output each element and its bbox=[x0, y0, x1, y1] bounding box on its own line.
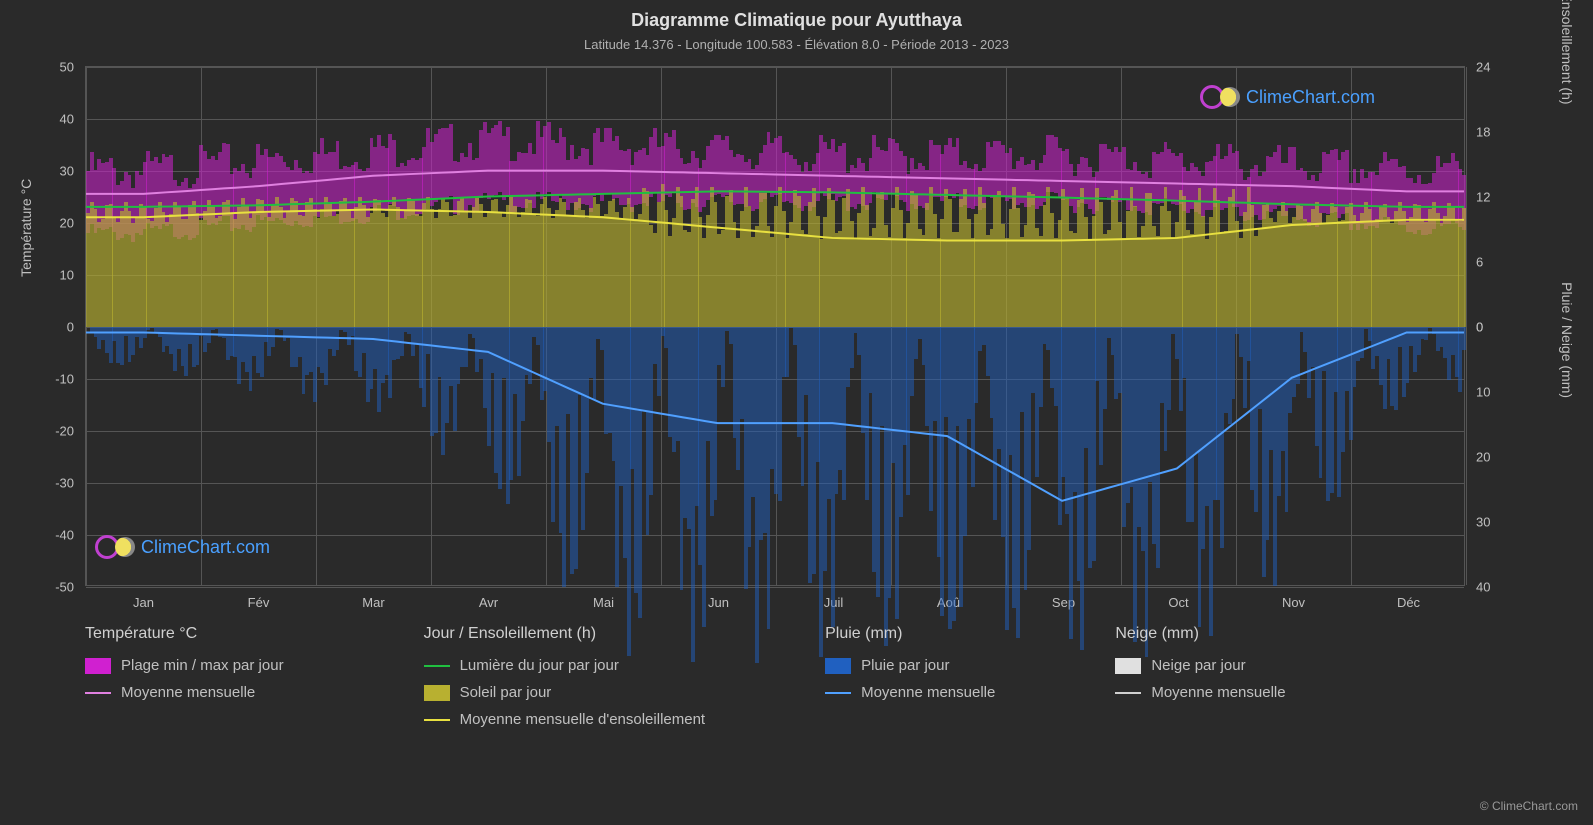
daily-bar bbox=[1462, 67, 1466, 585]
x-tick-label: Fév bbox=[248, 595, 270, 610]
legend-item-temp-mean: Moyenne mensuelle bbox=[85, 684, 284, 701]
legend-item-snow-mean: Moyenne mensuelle bbox=[1115, 684, 1285, 701]
legend-label: Pluie par jour bbox=[861, 657, 949, 674]
legend-day-header: Jour / Ensoleillement (h) bbox=[424, 625, 706, 643]
y-left-tick-label: 50 bbox=[60, 60, 74, 75]
y-left-tick-label: -20 bbox=[55, 424, 74, 439]
y-right-bottom-tick-label: 0 bbox=[1476, 320, 1483, 335]
chart-title: Diagramme Climatique pour Ayutthaya bbox=[0, 0, 1593, 31]
brand-logo-bottom: ClimeChart.com bbox=[95, 535, 270, 559]
legend-snow-header: Neige (mm) bbox=[1115, 625, 1285, 643]
x-tick-label: Jan bbox=[133, 595, 154, 610]
legend-item-daylight: Lumière du jour par jour bbox=[424, 657, 706, 674]
y-axis-left-title: Température °C bbox=[18, 179, 34, 277]
y-left-tick-label: 0 bbox=[67, 320, 74, 335]
copyright: © ClimeChart.com bbox=[1480, 799, 1578, 813]
y-right-top-tick-label: 18 bbox=[1476, 125, 1490, 140]
legend-label: Plage min / max par jour bbox=[121, 657, 284, 674]
x-tick-label: Mai bbox=[593, 595, 614, 610]
legend-rain-header: Pluie (mm) bbox=[825, 625, 995, 643]
swatch-daylight bbox=[424, 665, 450, 667]
swatch-snow bbox=[1115, 658, 1141, 674]
legend-label: Soleil par jour bbox=[460, 684, 552, 701]
y-left-tick-label: 40 bbox=[60, 112, 74, 127]
legend-label: Moyenne mensuelle bbox=[1151, 684, 1285, 701]
logo-sun-icon bbox=[1220, 87, 1240, 107]
y-left-tick-label: -30 bbox=[55, 476, 74, 491]
legend-item-rain-mean: Moyenne mensuelle bbox=[825, 684, 995, 701]
legend-col-day: Jour / Ensoleillement (h) Lumière du jou… bbox=[424, 625, 706, 728]
y-left-tick-label: -40 bbox=[55, 528, 74, 543]
legend-item-temp-range: Plage min / max par jour bbox=[85, 657, 284, 674]
legend-label: Moyenne mensuelle bbox=[861, 684, 995, 701]
legend-item-sunshine-bar: Soleil par jour bbox=[424, 684, 706, 701]
legend-col-rain: Pluie (mm) Pluie par jour Moyenne mensue… bbox=[825, 625, 995, 728]
legend-col-snow: Neige (mm) Neige par jour Moyenne mensue… bbox=[1115, 625, 1285, 728]
legend-temp-header: Température °C bbox=[85, 625, 284, 643]
brand-text: ClimeChart.com bbox=[141, 537, 270, 558]
brand-logo-top: ClimeChart.com bbox=[1200, 85, 1375, 109]
y-left-tick-label: -50 bbox=[55, 580, 74, 595]
y-right-top-tick-label: 12 bbox=[1476, 190, 1490, 205]
legend-item-rain-bar: Pluie par jour bbox=[825, 657, 995, 674]
legend-label: Moyenne mensuelle bbox=[121, 684, 255, 701]
x-tick-label: Mar bbox=[362, 595, 384, 610]
y-left-tick-label: 10 bbox=[60, 268, 74, 283]
y-right-top-tick-label: 6 bbox=[1476, 255, 1483, 270]
legend-label: Lumière du jour par jour bbox=[460, 657, 619, 674]
legend-item-snow-bar: Neige par jour bbox=[1115, 657, 1285, 674]
x-tick-label: Nov bbox=[1282, 595, 1305, 610]
y-right-bottom-tick-label: 10 bbox=[1476, 385, 1490, 400]
chart-subtitle: Latitude 14.376 - Longitude 100.583 - Él… bbox=[0, 31, 1593, 52]
y-axis-right-top-title: Jour / Ensoleillement (h) bbox=[1559, 0, 1575, 105]
y-left-tick-label: -10 bbox=[55, 372, 74, 387]
legend: Température °C Plage min / max par jour … bbox=[85, 625, 1465, 728]
x-tick-label: Oct bbox=[1168, 595, 1188, 610]
swatch-temp-range bbox=[85, 658, 111, 674]
swatch-temp-mean bbox=[85, 692, 111, 694]
legend-item-sunshine-mean: Moyenne mensuelle d'ensoleillement bbox=[424, 711, 706, 728]
y-right-bottom-tick-label: 40 bbox=[1476, 580, 1490, 595]
logo-sun-icon bbox=[115, 537, 135, 557]
legend-label: Neige par jour bbox=[1151, 657, 1245, 674]
y-left-tick-label: 30 bbox=[60, 164, 74, 179]
swatch-rain bbox=[825, 658, 851, 674]
plot-area: -50-40-30-20-100102030405006121824010203… bbox=[85, 66, 1465, 586]
y-left-tick-label: 20 bbox=[60, 216, 74, 231]
y-axis-right-bottom-title: Pluie / Neige (mm) bbox=[1559, 282, 1575, 398]
x-tick-label: Avr bbox=[479, 595, 498, 610]
brand-text: ClimeChart.com bbox=[1246, 87, 1375, 108]
legend-col-temp: Température °C Plage min / max par jour … bbox=[85, 625, 284, 728]
legend-label: Moyenne mensuelle d'ensoleillement bbox=[460, 711, 706, 728]
grid-line-v bbox=[1466, 67, 1467, 585]
y-right-top-tick-label: 24 bbox=[1476, 60, 1490, 75]
y-right-bottom-tick-label: 20 bbox=[1476, 450, 1490, 465]
swatch-rain-mean bbox=[825, 692, 851, 694]
swatch-sunshine bbox=[424, 685, 450, 701]
x-tick-label: Déc bbox=[1397, 595, 1420, 610]
y-right-bottom-tick-label: 30 bbox=[1476, 515, 1490, 530]
swatch-sunshine-mean bbox=[424, 719, 450, 721]
x-tick-label: Jun bbox=[708, 595, 729, 610]
grid-line-h bbox=[86, 587, 1464, 588]
swatch-snow-mean bbox=[1115, 692, 1141, 694]
